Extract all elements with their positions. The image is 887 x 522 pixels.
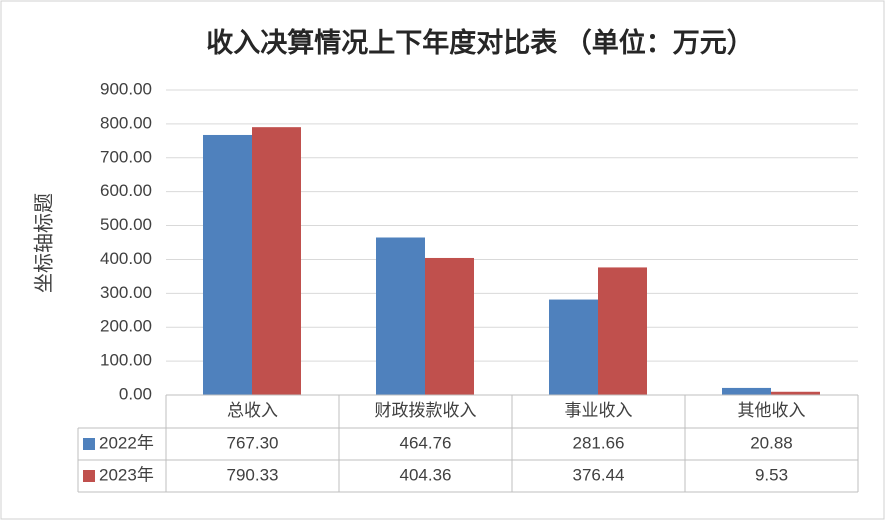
bar bbox=[549, 299, 598, 395]
legend-label: 2023年 bbox=[99, 465, 154, 484]
y-tick-label: 300.00 bbox=[100, 283, 152, 302]
y-tick-label: 0.00 bbox=[119, 384, 152, 403]
table-value: 376.44 bbox=[573, 465, 625, 484]
bar bbox=[771, 391, 820, 395]
legend-label: 2022年 bbox=[99, 433, 154, 452]
table-value: 281.66 bbox=[573, 433, 625, 452]
x-tick-label: 事业收入 bbox=[565, 401, 633, 420]
table-value: 404.36 bbox=[400, 465, 452, 484]
table-value: 790.33 bbox=[227, 465, 279, 484]
table-value: 464.76 bbox=[400, 433, 452, 452]
legend-key bbox=[83, 470, 95, 482]
y-tick-label: 900.00 bbox=[100, 79, 152, 98]
y-axis-title: 坐标轴标题 bbox=[32, 193, 55, 293]
bar bbox=[598, 267, 647, 395]
table-value: 9.53 bbox=[755, 465, 788, 484]
y-tick-label: 600.00 bbox=[100, 181, 152, 200]
x-tick-label: 其他收入 bbox=[738, 401, 806, 420]
y-tick-label: 700.00 bbox=[100, 147, 152, 166]
bar bbox=[722, 387, 771, 395]
y-tick-label: 200.00 bbox=[100, 317, 152, 336]
table-value: 20.88 bbox=[750, 433, 793, 452]
x-tick-label: 财政拨款收入 bbox=[375, 401, 477, 420]
y-tick-label: 500.00 bbox=[100, 215, 152, 234]
legend-key bbox=[83, 438, 95, 450]
table-value: 767.30 bbox=[227, 433, 279, 452]
y-tick-label: 100.00 bbox=[100, 351, 152, 370]
x-tick-label: 总收入 bbox=[227, 401, 278, 420]
chart-title: 收入决算情况上下年度对比表 （单位：万元） bbox=[206, 27, 754, 58]
y-tick-label: 400.00 bbox=[100, 249, 152, 268]
bar bbox=[252, 127, 301, 395]
bar bbox=[376, 237, 425, 395]
bar bbox=[425, 257, 474, 395]
y-tick-label: 800.00 bbox=[100, 113, 152, 132]
bar bbox=[203, 134, 252, 395]
